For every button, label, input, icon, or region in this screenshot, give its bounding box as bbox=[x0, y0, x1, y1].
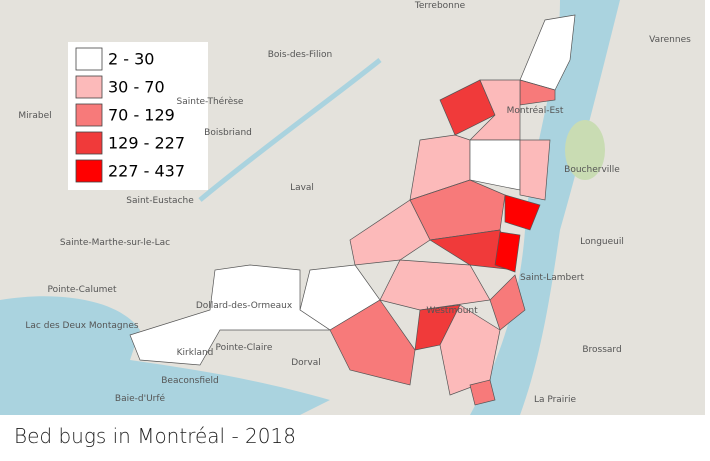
legend-swatch bbox=[75, 75, 103, 99]
region bbox=[379, 259, 491, 311]
legend-label: 129 - 227 bbox=[108, 134, 185, 153]
legend-label: 30 - 70 bbox=[108, 78, 165, 97]
place-label: Montréal-Est bbox=[507, 105, 564, 116]
legend-label: 70 - 129 bbox=[108, 106, 175, 125]
region bbox=[329, 299, 416, 386]
legend-swatch bbox=[75, 47, 103, 71]
region bbox=[129, 264, 332, 366]
legend-swatch bbox=[75, 159, 103, 183]
place-label: Sainte-Thérèse bbox=[177, 96, 244, 107]
place-label: Pointe-Calumet bbox=[48, 285, 117, 295]
place-label: Laval bbox=[290, 183, 314, 193]
place-label: Westmount bbox=[426, 306, 478, 316]
place-label: Sainte-Marthe-sur-le-Lac bbox=[60, 238, 170, 248]
regions bbox=[129, 14, 576, 406]
place-label: Bois-des-Filion bbox=[268, 50, 333, 60]
place-label: Dollard-des-Ormeaux bbox=[196, 301, 293, 311]
place-label: Saint-Eustache bbox=[126, 196, 194, 206]
place-label: Kirkland bbox=[177, 348, 214, 358]
place-label: Longueuil bbox=[580, 237, 624, 247]
place-label: Mirabel bbox=[18, 111, 51, 121]
legend-label: 2 - 30 bbox=[108, 50, 154, 69]
river-laval bbox=[198, 58, 382, 202]
region bbox=[504, 194, 541, 231]
place-label: Beaconsfield bbox=[161, 376, 219, 386]
region bbox=[439, 304, 501, 396]
legend-swatch bbox=[75, 131, 103, 155]
legend-label: 227 - 437 bbox=[108, 162, 185, 181]
place-label: Lac des Deux Montagnes bbox=[25, 321, 138, 331]
place-label: Varennes bbox=[649, 35, 691, 45]
map: 2 - 30 30 - 70 70 - 129 129 - 227 227 - 437 T… bbox=[0, 0, 705, 415]
region bbox=[519, 139, 551, 201]
place-label: Brossard bbox=[582, 345, 621, 355]
place-label: Dorval bbox=[291, 358, 320, 368]
caption: Bed bugs in Montréal - 2018 bbox=[14, 424, 296, 448]
place-label: Pointe-Claire bbox=[216, 343, 273, 353]
place-label: Baie-d'Urfé bbox=[115, 393, 166, 404]
lake bbox=[0, 296, 330, 415]
place-label: La Prairie bbox=[534, 395, 577, 405]
place-label: Terrebonne bbox=[414, 1, 466, 11]
region bbox=[349, 199, 431, 266]
region bbox=[494, 231, 521, 273]
island-park bbox=[565, 120, 605, 180]
region bbox=[489, 274, 526, 331]
legend-swatch bbox=[75, 103, 103, 127]
place-label: Boucherville bbox=[564, 165, 620, 175]
river bbox=[470, 0, 620, 415]
region bbox=[469, 379, 496, 406]
place-label: Saint-Lambert bbox=[520, 273, 584, 283]
place-label: Boisbriand bbox=[204, 128, 252, 138]
